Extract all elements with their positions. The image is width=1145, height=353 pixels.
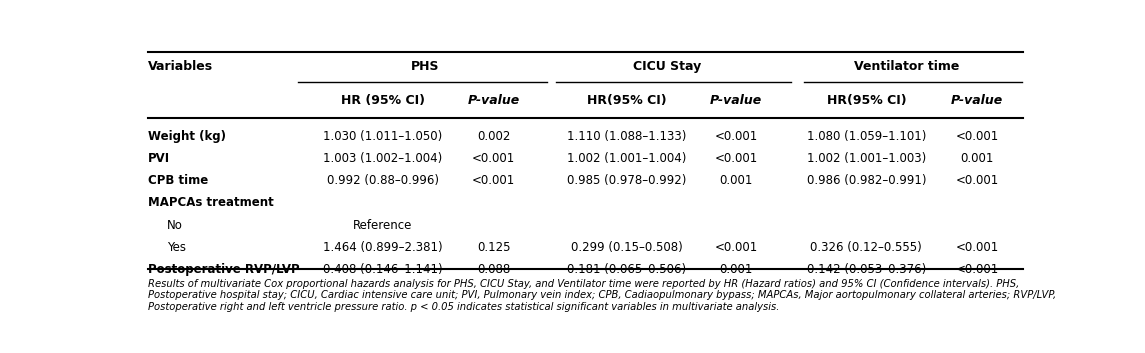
Text: <0.001: <0.001: [714, 130, 758, 143]
Text: Weight (kg): Weight (kg): [148, 130, 226, 143]
Text: HR (95% CI): HR (95% CI): [341, 94, 425, 107]
Text: <0.001: <0.001: [472, 174, 515, 187]
Text: PHS: PHS: [411, 60, 440, 73]
Text: 1.080 (1.059–1.101): 1.080 (1.059–1.101): [806, 130, 926, 143]
Text: <0.001: <0.001: [956, 263, 998, 276]
Text: Postoperative right and left ventricle pressure ratio. p < 0.05 indicates statis: Postoperative right and left ventricle p…: [148, 302, 779, 312]
Text: 0.299 (0.15–0.508): 0.299 (0.15–0.508): [571, 241, 682, 254]
Text: <0.001: <0.001: [714, 152, 758, 165]
Text: 0.088: 0.088: [477, 263, 511, 276]
Text: Results of multivariate Cox proportional hazards analysis for PHS, CICU Stay, an: Results of multivariate Cox proportional…: [148, 279, 1019, 289]
Text: 0.002: 0.002: [477, 130, 511, 143]
Text: HR(95% CI): HR(95% CI): [587, 94, 666, 107]
Text: MAPCAs treatment: MAPCAs treatment: [148, 197, 274, 209]
Text: <0.001: <0.001: [956, 241, 998, 254]
Text: 0.181 (0.065–0.506): 0.181 (0.065–0.506): [567, 263, 686, 276]
Text: Variables: Variables: [148, 60, 213, 73]
Text: No: No: [167, 219, 183, 232]
Text: Postoperative hospital stay; CICU, Cardiac intensive care unit; PVI, Pulmonary v: Postoperative hospital stay; CICU, Cardi…: [148, 290, 1056, 300]
Text: 1.030 (1.011–1.050): 1.030 (1.011–1.050): [323, 130, 442, 143]
Text: Reference: Reference: [353, 219, 412, 232]
Text: 0.001: 0.001: [719, 174, 752, 187]
Text: 0.142 (0.053–0.376): 0.142 (0.053–0.376): [807, 263, 926, 276]
Text: 0.001: 0.001: [961, 152, 994, 165]
Text: PVI: PVI: [148, 152, 169, 165]
Text: P-value: P-value: [467, 94, 520, 107]
Text: 1.002 (1.001–1.003): 1.002 (1.001–1.003): [807, 152, 926, 165]
Text: <0.001: <0.001: [956, 130, 998, 143]
Text: 0.125: 0.125: [476, 241, 511, 254]
Text: 0.986 (0.982–0.991): 0.986 (0.982–0.991): [806, 174, 926, 187]
Text: <0.001: <0.001: [472, 152, 515, 165]
Text: 0.326 (0.12–0.555): 0.326 (0.12–0.555): [811, 241, 922, 254]
Text: 0.408 (0.146–1.141): 0.408 (0.146–1.141): [323, 263, 442, 276]
Text: <0.001: <0.001: [714, 241, 758, 254]
Text: P-value: P-value: [951, 94, 1003, 107]
Text: 0.985 (0.978–0.992): 0.985 (0.978–0.992): [567, 174, 687, 187]
Text: 1.002 (1.001–1.004): 1.002 (1.001–1.004): [567, 152, 687, 165]
Text: P-value: P-value: [710, 94, 763, 107]
Text: 1.464 (0.899–2.381): 1.464 (0.899–2.381): [323, 241, 442, 254]
Text: Yes: Yes: [167, 241, 187, 254]
Text: Postoperative RVP/LVP: Postoperative RVP/LVP: [148, 263, 299, 276]
Text: 1.003 (1.002–1.004): 1.003 (1.002–1.004): [323, 152, 442, 165]
Text: Ventilator time: Ventilator time: [853, 60, 960, 73]
Text: CICU Stay: CICU Stay: [632, 60, 701, 73]
Text: 0.001: 0.001: [719, 263, 752, 276]
Text: CPB time: CPB time: [148, 174, 207, 187]
Text: HR(95% CI): HR(95% CI): [827, 94, 906, 107]
Text: <0.001: <0.001: [956, 174, 998, 187]
Text: 1.110 (1.088–1.133): 1.110 (1.088–1.133): [567, 130, 687, 143]
Text: 0.992 (0.88–0.996): 0.992 (0.88–0.996): [326, 174, 439, 187]
